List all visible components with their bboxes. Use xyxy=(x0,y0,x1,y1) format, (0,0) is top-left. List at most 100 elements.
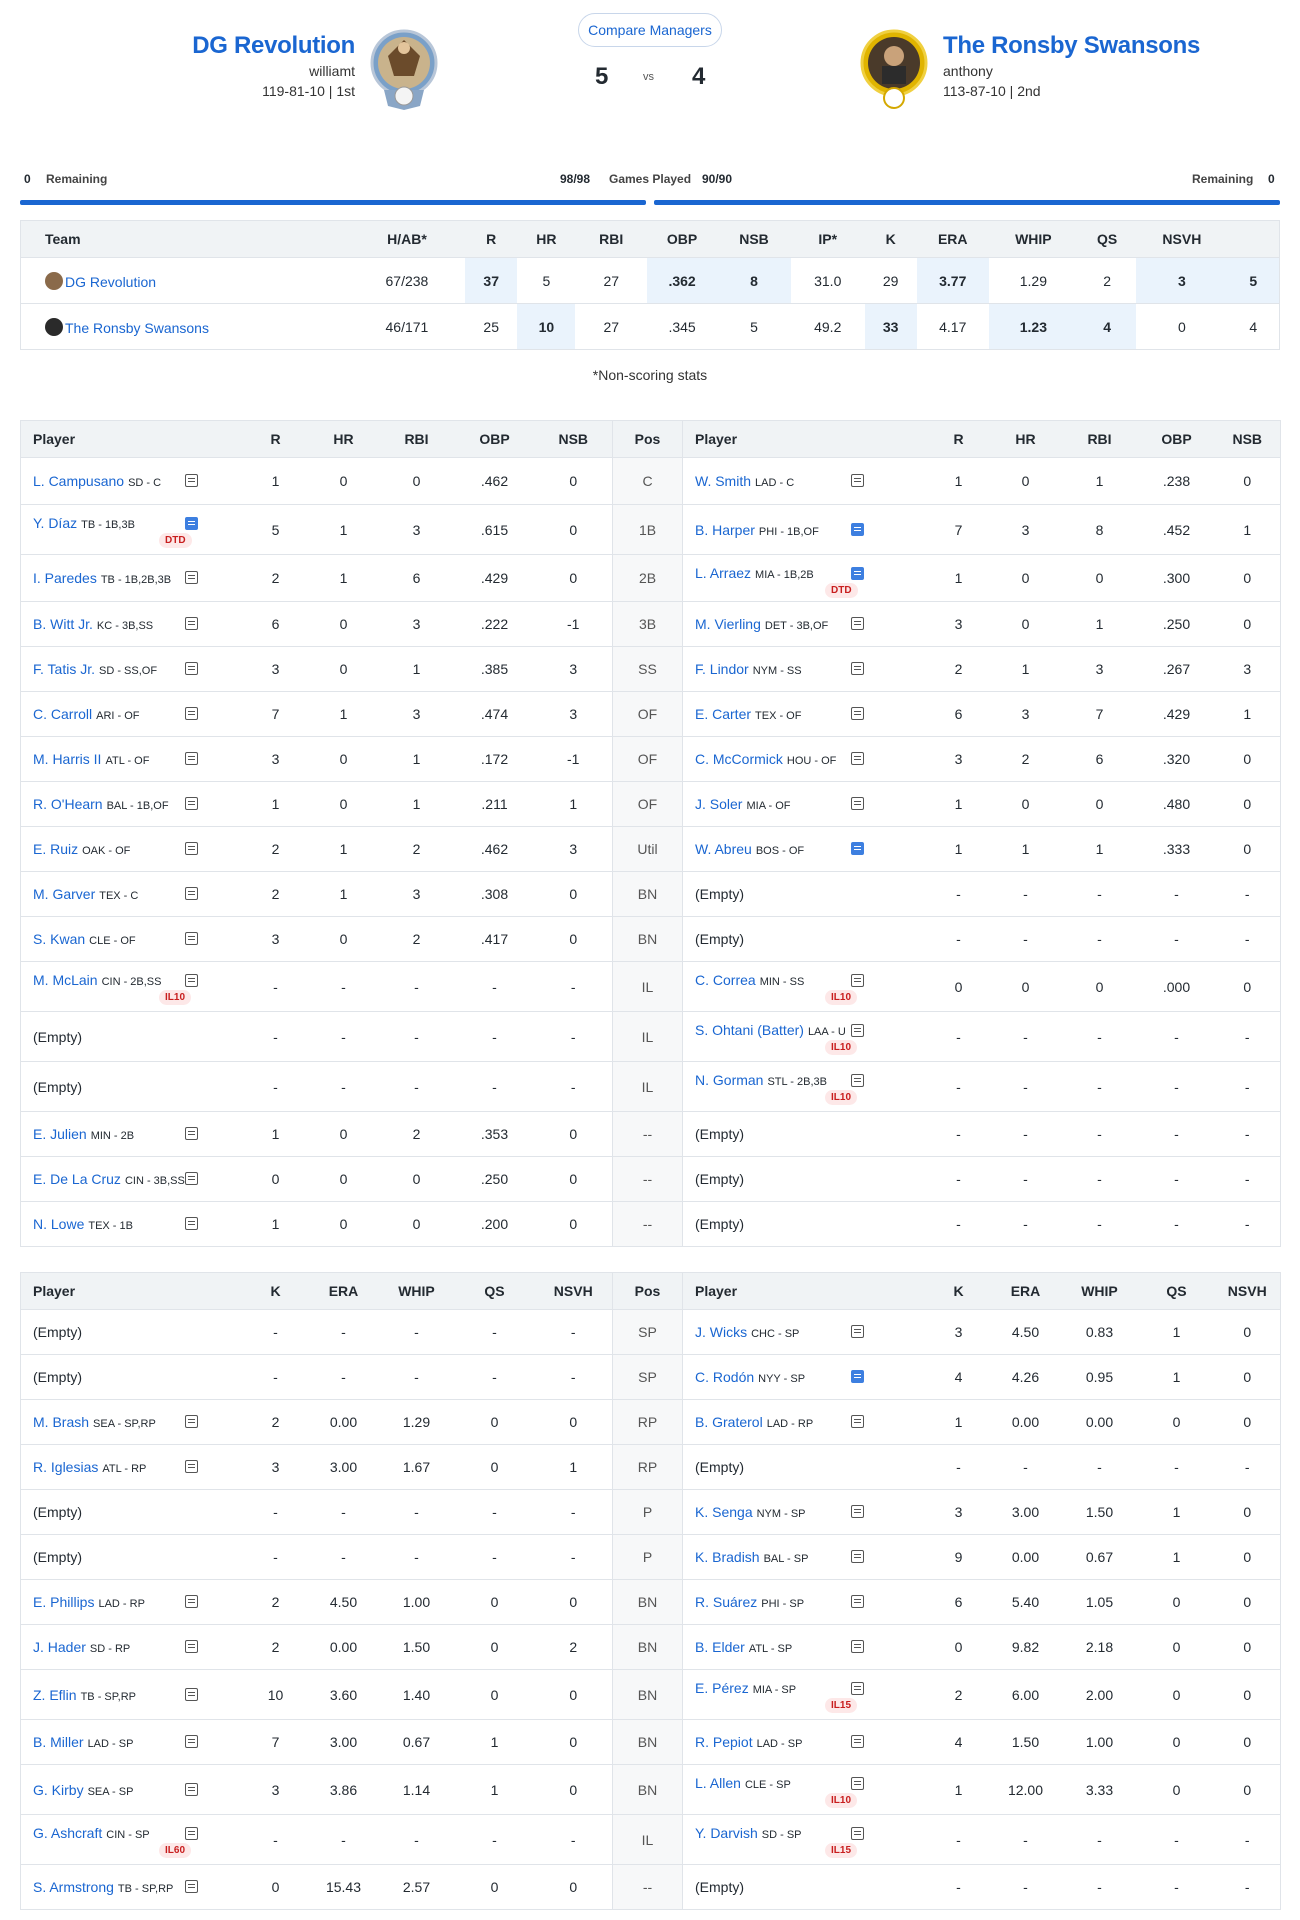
player-name-link[interactable]: M. Vierling xyxy=(695,616,761,632)
left-player-cell[interactable]: L. Campusano SD - C xyxy=(20,457,243,505)
player-name-link[interactable]: R. O'Hearn xyxy=(33,796,103,812)
player-note-icon[interactable] xyxy=(185,1827,198,1840)
player-note-icon[interactable] xyxy=(185,752,198,765)
player-note-icon[interactable] xyxy=(185,887,198,900)
player-name-link[interactable]: N. Lowe xyxy=(33,1216,85,1232)
empty-slot[interactable]: (Empty) xyxy=(695,1126,744,1142)
right-player-cell[interactable]: F. Lindor NYM - SS xyxy=(682,646,927,692)
left-player-cell[interactable]: M. Brash SEA - SP,RP xyxy=(20,1399,243,1445)
player-name-link[interactable]: M. Harris II xyxy=(33,751,102,767)
player-note-new-icon[interactable] xyxy=(185,517,198,530)
left-player-cell[interactable]: (Empty) xyxy=(20,1534,243,1580)
player-name-link[interactable]: R. Suárez xyxy=(695,1594,758,1610)
left-player-cell[interactable]: E. Julien MIN - 2B xyxy=(20,1111,243,1157)
right-player-cell[interactable]: E. Carter TEX - OF xyxy=(682,691,927,737)
player-note-icon[interactable] xyxy=(185,571,198,584)
right-player-cell[interactable]: Y. Darvish SD - SP IL15 xyxy=(682,1814,927,1865)
summary-team-cell[interactable]: DG Revolution xyxy=(20,257,349,304)
left-player-cell[interactable]: E. De La Cruz CIN - 3B,SS xyxy=(20,1156,243,1202)
player-name-link[interactable]: E. Julien xyxy=(33,1126,87,1142)
empty-slot[interactable]: (Empty) xyxy=(33,1504,82,1520)
right-player-cell[interactable]: C. Correa MIN - SS IL10 xyxy=(682,961,927,1012)
player-name-link[interactable]: B. Harper xyxy=(695,521,755,538)
right-player-cell[interactable]: S. Ohtani (Batter) LAA - U IL10 xyxy=(682,1011,927,1062)
player-note-icon[interactable] xyxy=(185,1735,198,1748)
empty-slot[interactable]: (Empty) xyxy=(695,931,744,947)
player-note-icon[interactable] xyxy=(851,1735,864,1748)
player-name-link[interactable]: L. Arraez xyxy=(695,565,752,581)
player-note-icon[interactable] xyxy=(851,1505,864,1518)
player-note-icon[interactable] xyxy=(851,617,864,630)
left-player-cell[interactable]: (Empty) xyxy=(20,1061,243,1112)
right-player-cell[interactable]: (Empty) xyxy=(682,1444,927,1490)
empty-slot[interactable]: (Empty) xyxy=(33,1078,82,1095)
player-note-icon[interactable] xyxy=(185,617,198,630)
player-note-icon[interactable] xyxy=(851,1550,864,1563)
right-player-cell[interactable]: (Empty) xyxy=(682,1111,927,1157)
player-note-icon[interactable] xyxy=(185,1782,198,1796)
summary-team-link[interactable]: The Ronsby Swansons xyxy=(65,319,209,336)
left-player-cell[interactable]: M. Harris II ATL - OF xyxy=(20,736,243,782)
player-note-icon[interactable] xyxy=(851,474,864,487)
player-name-link[interactable]: R. Pepiot xyxy=(695,1734,753,1750)
empty-slot[interactable]: (Empty) xyxy=(33,1028,82,1045)
player-note-icon[interactable] xyxy=(185,974,198,987)
player-name-link[interactable]: S. Kwan xyxy=(33,931,86,947)
player-name-link[interactable]: K. Senga xyxy=(695,1504,753,1520)
left-player-cell[interactable]: M. McLain CIN - 2B,SS IL10 xyxy=(20,961,243,1012)
right-player-cell[interactable]: M. Vierling DET - 3B,OF xyxy=(682,601,927,647)
left-team-name[interactable]: DG Revolution xyxy=(192,32,355,59)
player-note-new-icon[interactable] xyxy=(851,842,864,855)
player-name-link[interactable]: C. Rodón xyxy=(695,1369,755,1385)
player-name-link[interactable]: Z. Eflin xyxy=(33,1686,77,1703)
right-player-cell[interactable]: C. Rodón NYY - SP xyxy=(682,1354,927,1400)
compare-managers-button[interactable]: Compare Managers xyxy=(578,13,722,47)
player-name-link[interactable]: C. McCormick xyxy=(695,751,783,767)
left-player-cell[interactable]: G. Kirby SEA - SP xyxy=(20,1764,243,1815)
player-name-link[interactable]: W. Abreu xyxy=(695,841,752,857)
player-note-icon[interactable] xyxy=(185,842,198,855)
player-note-icon[interactable] xyxy=(185,1415,198,1428)
player-note-icon[interactable] xyxy=(851,707,864,720)
player-note-icon[interactable] xyxy=(185,707,198,720)
player-note-icon[interactable] xyxy=(851,1682,864,1695)
player-name-link[interactable]: J. Wicks xyxy=(695,1324,748,1340)
player-name-link[interactable]: J. Hader xyxy=(33,1639,86,1655)
player-name-link[interactable]: Y. Darvish xyxy=(695,1825,758,1841)
right-player-cell[interactable]: K. Bradish BAL - SP xyxy=(682,1534,927,1580)
player-name-link[interactable]: S. Armstrong xyxy=(33,1879,114,1895)
player-name-link[interactable]: L. Allen xyxy=(695,1775,741,1791)
empty-slot[interactable]: (Empty) xyxy=(695,1171,744,1187)
left-player-cell[interactable]: B. Miller LAD - SP xyxy=(20,1719,243,1765)
left-player-cell[interactable]: E. Ruiz OAK - OF xyxy=(20,826,243,872)
right-player-cell[interactable]: R. Suárez PHI - SP xyxy=(682,1579,927,1625)
left-team-avatar[interactable] xyxy=(370,26,438,112)
right-player-cell[interactable]: B. Harper PHI - 1B,OF xyxy=(682,504,927,555)
right-player-cell[interactable]: (Empty) xyxy=(682,916,927,962)
player-name-link[interactable]: G. Kirby xyxy=(33,1781,84,1798)
player-name-link[interactable]: E. Ruiz xyxy=(33,841,79,857)
player-note-icon[interactable] xyxy=(185,797,198,810)
player-note-icon[interactable] xyxy=(185,1127,198,1140)
left-player-cell[interactable]: R. Iglesias ATL - RP xyxy=(20,1444,243,1490)
left-player-cell[interactable]: (Empty) xyxy=(20,1011,243,1062)
player-name-link[interactable]: E. Phillips xyxy=(33,1594,95,1610)
left-player-cell[interactable]: C. Carroll ARI - OF xyxy=(20,691,243,737)
right-player-cell[interactable]: W. Abreu BOS - OF xyxy=(682,826,927,872)
player-name-link[interactable]: R. Iglesias xyxy=(33,1459,99,1475)
player-name-link[interactable]: B. Elder xyxy=(695,1639,745,1655)
player-note-new-icon[interactable] xyxy=(851,1370,864,1383)
player-name-link[interactable]: E. Pérez xyxy=(695,1680,749,1696)
player-note-icon[interactable] xyxy=(851,1415,864,1428)
player-name-link[interactable]: L. Campusano xyxy=(33,473,125,489)
player-note-icon[interactable] xyxy=(851,1325,864,1338)
left-player-cell[interactable]: R. O'Hearn BAL - 1B,OF xyxy=(20,781,243,827)
player-name-link[interactable]: M. Brash xyxy=(33,1414,90,1430)
player-name-link[interactable]: M. Garver xyxy=(33,886,96,902)
empty-slot[interactable]: (Empty) xyxy=(695,1216,744,1232)
player-name-link[interactable]: Y. Díaz xyxy=(33,515,78,531)
right-player-cell[interactable]: (Empty) xyxy=(682,1864,927,1910)
empty-slot[interactable]: (Empty) xyxy=(33,1549,82,1565)
right-player-cell[interactable]: J. Wicks CHC - SP xyxy=(682,1309,927,1355)
player-name-link[interactable]: B. Graterol xyxy=(695,1414,763,1430)
